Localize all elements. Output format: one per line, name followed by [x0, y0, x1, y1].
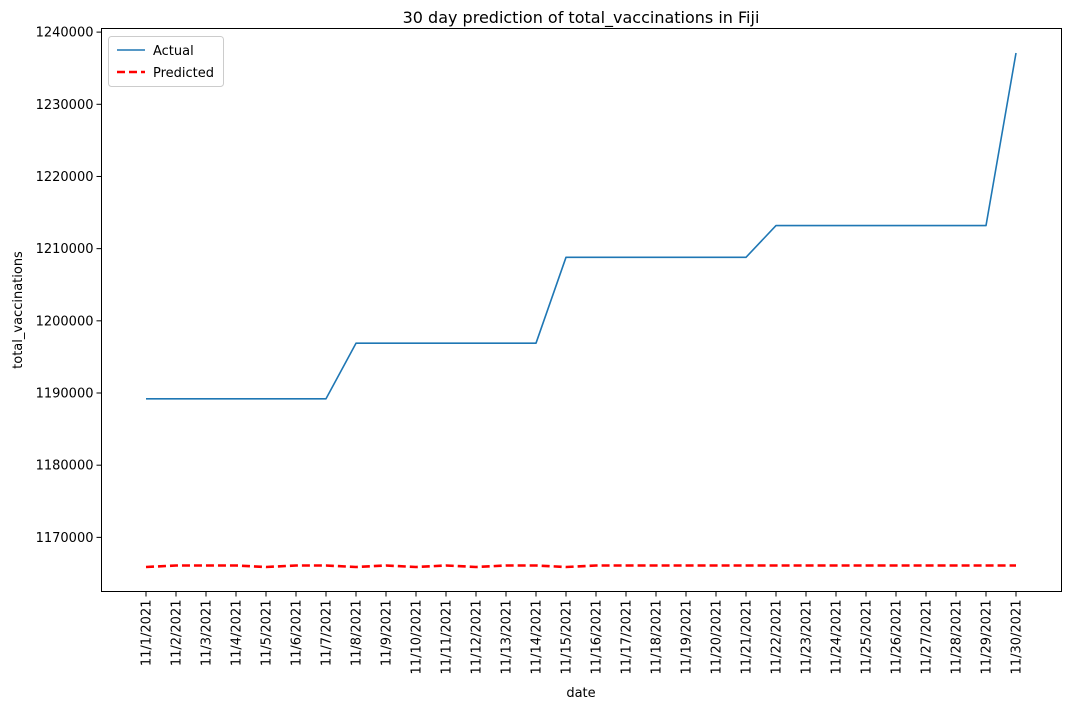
- y-axis-label: total_vaccinations: [11, 251, 26, 369]
- x-axis-ticks: 11/1/2021 11/2/2021 11/3/2021 11/4/2021 11/5…: [140, 591, 1025, 675]
- x-tick-label: 11/28/2021: [950, 600, 965, 675]
- x-tick-label: 11/12/2021: [470, 600, 485, 675]
- x-tick-label: 11/18/2021: [650, 600, 665, 675]
- x-tick-label: 11/24/2021: [830, 600, 845, 675]
- y-tick-label: 1180000: [36, 459, 94, 474]
- x-tick-label: 11/9/2021: [380, 600, 395, 667]
- x-tick-label: 11/16/2021: [590, 600, 605, 675]
- x-tick-label: 11/10/2021: [410, 600, 425, 675]
- y-tick-label: 1220000: [36, 170, 94, 185]
- x-tick-label: 11/11/2021: [440, 600, 455, 675]
- x-tick-label: 11/8/2021: [350, 600, 365, 667]
- x-tick-label: 11/4/2021: [230, 600, 245, 667]
- series-layer: [145, 52, 1017, 569]
- x-tick-label: 11/6/2021: [290, 600, 305, 667]
- x-tick-label: 11/30/2021: [1010, 600, 1025, 675]
- x-tick-label: 11/29/2021: [980, 600, 995, 675]
- x-tick-label: 11/22/2021: [770, 600, 785, 675]
- x-tick-label: 11/19/2021: [680, 600, 695, 675]
- x-tick-label: 11/25/2021: [860, 600, 875, 675]
- legend-box: [108, 36, 224, 87]
- legend: Actual Predicted: [108, 36, 224, 87]
- y-tick-label: 1210000: [36, 242, 94, 257]
- series-line-predicted: [145, 564, 1016, 569]
- plot-area: [101, 28, 1062, 592]
- y-tick-label: 1170000: [36, 531, 94, 546]
- x-axis-label: date: [566, 686, 595, 701]
- chart-title: 30 day prediction of total_vaccinations …: [403, 8, 760, 28]
- x-tick-label: 11/20/2021: [710, 600, 725, 675]
- x-tick-label: 11/1/2021: [140, 600, 155, 667]
- x-tick-label: 11/15/2021: [560, 600, 575, 675]
- y-tick-label: 1190000: [36, 387, 94, 402]
- x-tick-label: 11/26/2021: [890, 600, 905, 675]
- x-tick-label: 11/17/2021: [620, 600, 635, 675]
- legend-label-predicted: Predicted: [153, 66, 214, 81]
- x-tick-label: 11/21/2021: [740, 600, 755, 675]
- x-tick-label: 11/5/2021: [260, 600, 275, 667]
- x-tick-label: 11/2/2021: [170, 600, 185, 667]
- x-tick-label: 11/7/2021: [320, 600, 335, 667]
- x-tick-label: 11/13/2021: [500, 600, 515, 675]
- x-tick-label: 11/3/2021: [200, 600, 215, 667]
- x-tick-label: 11/14/2021: [530, 600, 545, 675]
- series-line-actual: [146, 52, 1017, 400]
- legend-label-actual: Actual: [153, 44, 194, 59]
- y-tick-label: 1240000: [36, 26, 94, 41]
- y-tick-label: 1230000: [36, 98, 94, 113]
- x-tick-label: 11/23/2021: [800, 600, 815, 675]
- y-tick-label: 1200000: [36, 314, 94, 329]
- y-axis-ticks: 1170000 1180000 1190000 1200000 1210000 12200…: [36, 26, 102, 546]
- x-tick-label: 11/27/2021: [920, 600, 935, 675]
